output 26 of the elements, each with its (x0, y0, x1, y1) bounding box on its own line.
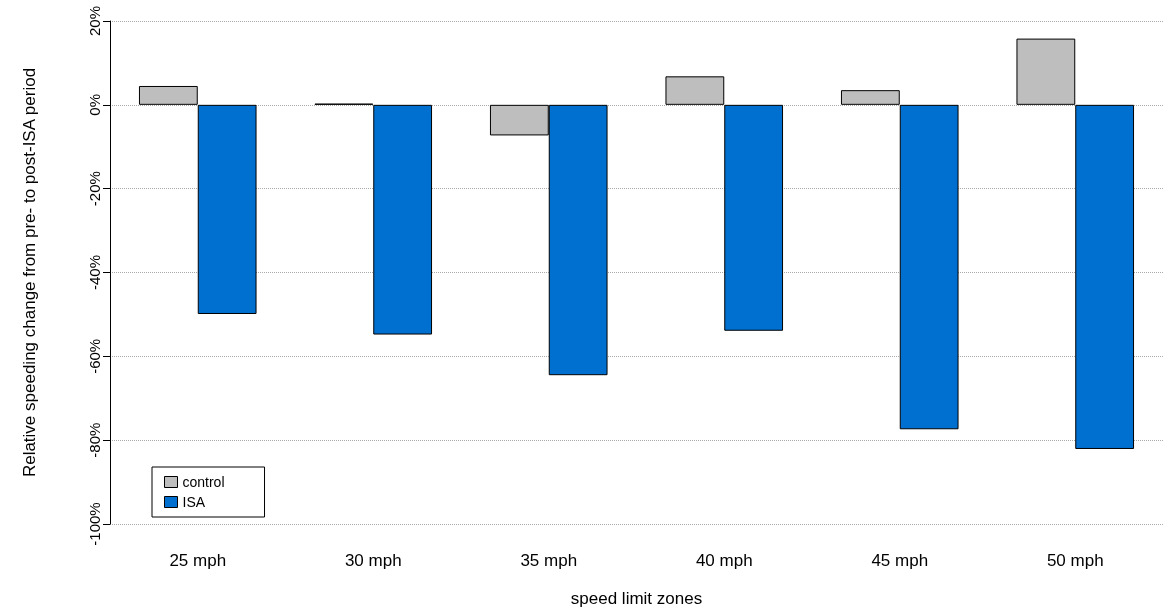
bar (373, 104, 433, 335)
y-tick-label: 20% (86, 5, 103, 37)
y-tick-label: 0% (86, 93, 103, 116)
x-tick-label: 45 mph (871, 551, 929, 570)
x-tick-label: 25 mph (169, 551, 227, 570)
bar (138, 85, 198, 105)
legend-label: ISA (182, 494, 206, 510)
x-tick-label: 30 mph (344, 551, 402, 570)
x-axis-title: speed limit zones (570, 589, 703, 608)
y-tick-label: -20% (86, 171, 103, 207)
bar (724, 104, 784, 331)
x-tick-label: 50 mph (1046, 551, 1104, 570)
bar (1075, 104, 1135, 449)
bar (1016, 38, 1076, 105)
y-tick-label: -100% (86, 502, 103, 546)
y-tick-label: -80% (86, 422, 103, 458)
x-tick-label: 35 mph (520, 551, 578, 570)
bar (899, 104, 959, 430)
x-tick-label: 40 mph (695, 551, 753, 570)
legend-label: control (182, 474, 225, 490)
bar (840, 90, 900, 105)
y-tick-label: -60% (86, 338, 103, 374)
bar (665, 76, 725, 105)
y-tick-label: -40% (86, 254, 103, 291)
bar (197, 104, 257, 314)
y-axis-title: Relative speeding change from pre- to post-ISA period (20, 67, 39, 478)
